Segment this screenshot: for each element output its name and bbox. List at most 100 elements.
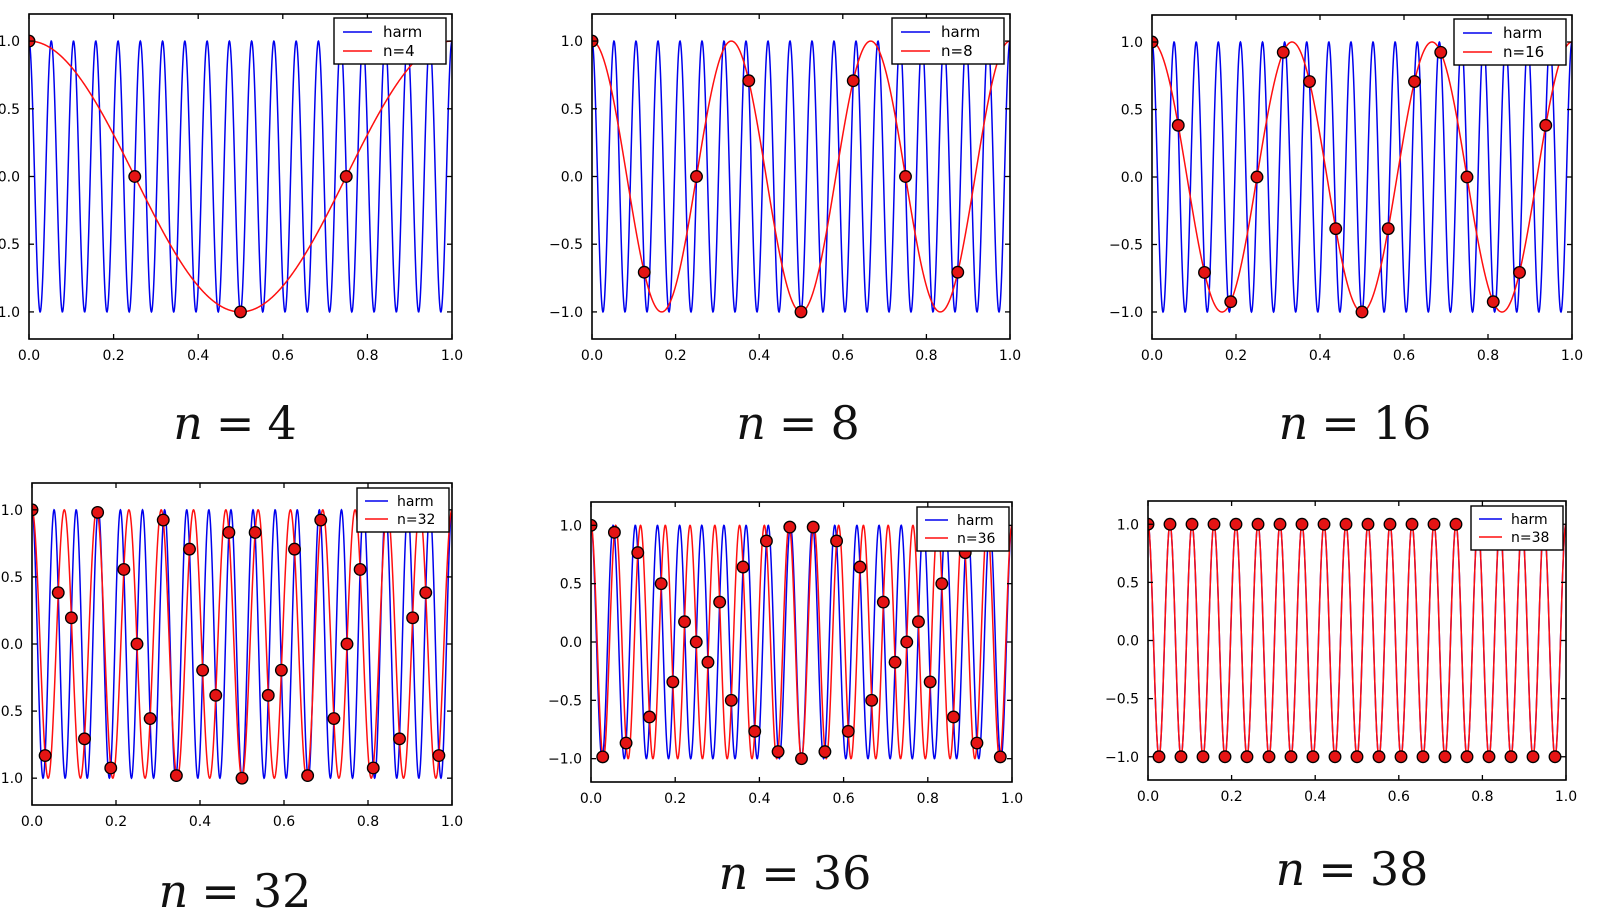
harm-line [592,39,1010,314]
sample-point [91,505,105,519]
caption-value: 8 [830,396,860,450]
sample-point [1328,750,1342,764]
sample-point [631,546,645,560]
caption-n-32: n = 32 [159,864,312,918]
sample-point [222,525,236,539]
sample-markers [592,34,965,319]
caption-variable: n [1278,396,1309,450]
sample-point [1460,750,1474,764]
caption-n-36: n = 36 [719,846,872,900]
sample-point [1416,750,1430,764]
caption-value: 38 [1369,842,1429,896]
x-tick-label: 0.8 [917,791,939,807]
y-tick-label: −0.5 [549,237,583,253]
sample-markers [591,518,1007,766]
harm-line [1152,40,1572,314]
sample-point [183,542,196,556]
sample-point [1381,222,1395,236]
sample-point [419,586,433,600]
sample-point [196,663,210,677]
sample-point [748,724,762,738]
x-tick-label: 0.4 [748,791,770,807]
y-tick-label: 0.5 [0,102,20,118]
y-tick-label: −1.0 [0,771,23,787]
sample-point [1339,517,1353,531]
y-tick-label: 0.0 [561,170,583,186]
x-tick-label: 0.8 [1477,348,1499,364]
sample-point [637,265,651,279]
sample-point [234,305,247,319]
legend: harm n=36 [916,506,1010,552]
caption-n-8: n = 8 [736,396,859,450]
sample-point [130,637,144,651]
sample-point [406,611,420,625]
sample-point [1198,266,1211,279]
legend-label: harm [1503,24,1542,42]
sample-point [806,520,820,534]
sample-point [261,688,275,702]
caption-variable: n [718,846,749,900]
plot-area [29,34,452,319]
sample-point [689,635,703,649]
sample-point [742,74,756,88]
legend-label: n=32 [397,512,435,528]
sample-point [117,563,131,576]
sample-point [923,675,937,689]
caption-variable: n [736,396,766,450]
chart-n-32: 0.0 0.2 0.4 0.6 0.8 1.0 −1.0 −0.5 0.0 0.5 1.0 harm n… [0,482,463,830]
harm-line [591,524,1012,760]
sample-point [78,732,91,746]
chart-n-4: 0.0 0.2 0.4 0.6 0.8 1.0 −1.0 −0.5 0.0 0.5 1.0 harmn… [0,13,463,364]
legend-label: n=8 [941,42,973,60]
legend: harm n=32 [356,487,450,533]
sample-point [935,577,949,591]
y-tick-label: −1.0 [1105,750,1139,766]
y-tick-label: 1.0 [1,503,23,519]
x-tick-label: 1.0 [1001,791,1023,807]
y-tick-label: 0.5 [1121,103,1143,119]
y-tick-label: 1.0 [561,34,583,50]
sample-point [1548,750,1562,764]
sample-point [1284,750,1298,764]
caption-value: 32 [252,864,312,918]
sample-point [759,534,773,548]
sample-point [1276,45,1290,59]
caption-operator: = [761,846,800,900]
y-tick-label: 0.0 [1,637,23,653]
harm-line [32,508,452,780]
sample-markers [1152,35,1553,319]
x-tick-label: 0.4 [189,814,211,830]
sample-point [1355,305,1369,319]
caption-variable: n [158,864,189,918]
sample-point [771,745,785,759]
sample-point [1229,517,1243,531]
sample-point [301,769,315,783]
sample-point [1240,750,1254,764]
sample-point [865,693,879,707]
sample-point [1383,517,1397,531]
x-tick-label: 0.2 [1225,348,1247,364]
x-tick-label: 0.8 [915,348,937,364]
sample-point [339,170,353,183]
sample-markers [32,503,446,785]
sample-point [1482,750,1496,764]
x-tick-label: 0.0 [18,348,40,364]
caption-n-38: n = 38 [1276,842,1429,896]
x-tick-label: 0.2 [664,348,686,364]
x-tick-label: 0.4 [1304,789,1326,805]
sample-point [143,712,157,725]
y-tick-label: 1.0 [1121,35,1143,51]
legend-label: harm [1511,512,1548,528]
sample-point [51,586,65,600]
sample-point [1303,75,1316,88]
x-tick-label: 0.4 [1309,348,1331,364]
sample-point [1224,295,1238,309]
sample-point [1438,750,1452,764]
sample-point [1295,517,1309,531]
axis-ticks: 0.0 0.2 0.4 0.6 0.8 1.0 −1.0 −0.5 0.0 0.5 1.0 [548,502,1023,807]
sample-point [794,305,808,319]
alias-line [1148,523,1566,758]
x-tick-label: 0.0 [580,791,602,807]
legend-box [891,17,1005,65]
sample-point [248,525,262,539]
